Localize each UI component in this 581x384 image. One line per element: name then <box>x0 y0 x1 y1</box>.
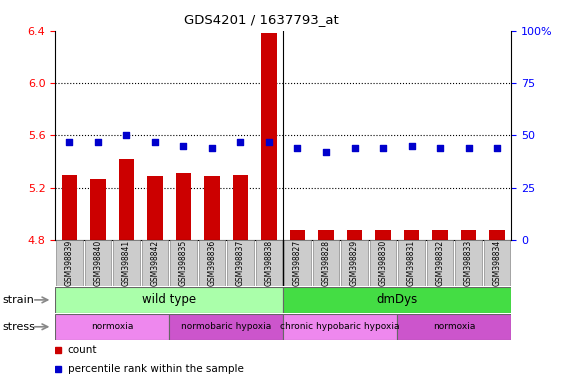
Point <box>293 145 302 151</box>
Bar <box>227 240 253 286</box>
Text: normoxia: normoxia <box>433 322 475 331</box>
Bar <box>56 240 83 286</box>
Bar <box>489 230 505 240</box>
Bar <box>456 240 482 286</box>
Bar <box>55 314 169 340</box>
Bar <box>199 240 225 286</box>
Bar <box>204 176 220 240</box>
Point <box>94 139 103 145</box>
Point <box>407 143 416 149</box>
Bar <box>147 176 163 240</box>
Bar <box>404 230 419 240</box>
Point <box>65 139 74 145</box>
Text: GSM398828: GSM398828 <box>321 240 331 286</box>
Bar <box>62 175 77 240</box>
Text: normobaric hypoxia: normobaric hypoxia <box>181 322 271 331</box>
Bar <box>370 240 396 286</box>
Bar <box>55 287 284 313</box>
Bar <box>318 230 334 240</box>
Text: GSM398832: GSM398832 <box>436 240 444 286</box>
Text: GSM398827: GSM398827 <box>293 240 302 286</box>
Text: GSM398838: GSM398838 <box>264 240 274 286</box>
Text: GSM398839: GSM398839 <box>65 240 74 286</box>
Bar <box>284 314 397 340</box>
Text: GSM398831: GSM398831 <box>407 240 416 286</box>
Point <box>122 132 131 138</box>
Bar <box>397 314 511 340</box>
Text: GSM398841: GSM398841 <box>122 240 131 286</box>
Bar <box>313 240 339 286</box>
Bar <box>142 240 168 286</box>
Bar <box>170 240 196 286</box>
Text: chronic hypobaric hypoxia: chronic hypobaric hypoxia <box>281 322 400 331</box>
Point <box>179 143 188 149</box>
Bar <box>342 240 368 286</box>
Point <box>435 145 444 151</box>
Text: GSM398830: GSM398830 <box>378 240 388 286</box>
Text: GSM398840: GSM398840 <box>94 240 102 286</box>
Bar <box>461 230 476 240</box>
Text: GSM398833: GSM398833 <box>464 240 473 286</box>
Bar <box>284 240 311 286</box>
Bar <box>232 175 248 240</box>
Text: GSM398837: GSM398837 <box>236 240 245 286</box>
Text: strain: strain <box>3 295 35 305</box>
Point <box>236 139 245 145</box>
Bar <box>432 230 448 240</box>
Text: GDS4201 / 1637793_at: GDS4201 / 1637793_at <box>184 13 339 26</box>
Text: wild type: wild type <box>142 293 196 306</box>
Text: percentile rank within the sample: percentile rank within the sample <box>67 364 243 374</box>
Bar <box>347 230 363 240</box>
Point <box>264 139 274 145</box>
Bar <box>399 240 425 286</box>
Point <box>321 149 331 155</box>
Bar <box>427 240 453 286</box>
Bar <box>113 240 139 286</box>
Bar <box>119 159 134 240</box>
Bar <box>290 230 306 240</box>
Bar <box>256 240 282 286</box>
Bar <box>284 287 511 313</box>
Text: GSM398836: GSM398836 <box>207 240 217 286</box>
Point <box>464 145 473 151</box>
Point <box>492 145 501 151</box>
Point <box>350 145 359 151</box>
Point <box>378 145 388 151</box>
Bar <box>175 173 191 240</box>
Text: GSM398834: GSM398834 <box>493 240 501 286</box>
Bar <box>85 240 111 286</box>
Text: GSM398829: GSM398829 <box>350 240 359 286</box>
Bar <box>90 179 106 240</box>
Bar <box>375 230 391 240</box>
Text: count: count <box>67 345 97 355</box>
Bar <box>261 33 277 240</box>
Text: GSM398835: GSM398835 <box>179 240 188 286</box>
Point <box>150 139 160 145</box>
Text: dmDys: dmDys <box>376 293 418 306</box>
Text: normoxia: normoxia <box>91 322 134 331</box>
Bar <box>484 240 510 286</box>
Text: GSM398842: GSM398842 <box>150 240 159 286</box>
Text: stress: stress <box>3 322 36 332</box>
Bar <box>169 314 284 340</box>
Point <box>207 145 217 151</box>
